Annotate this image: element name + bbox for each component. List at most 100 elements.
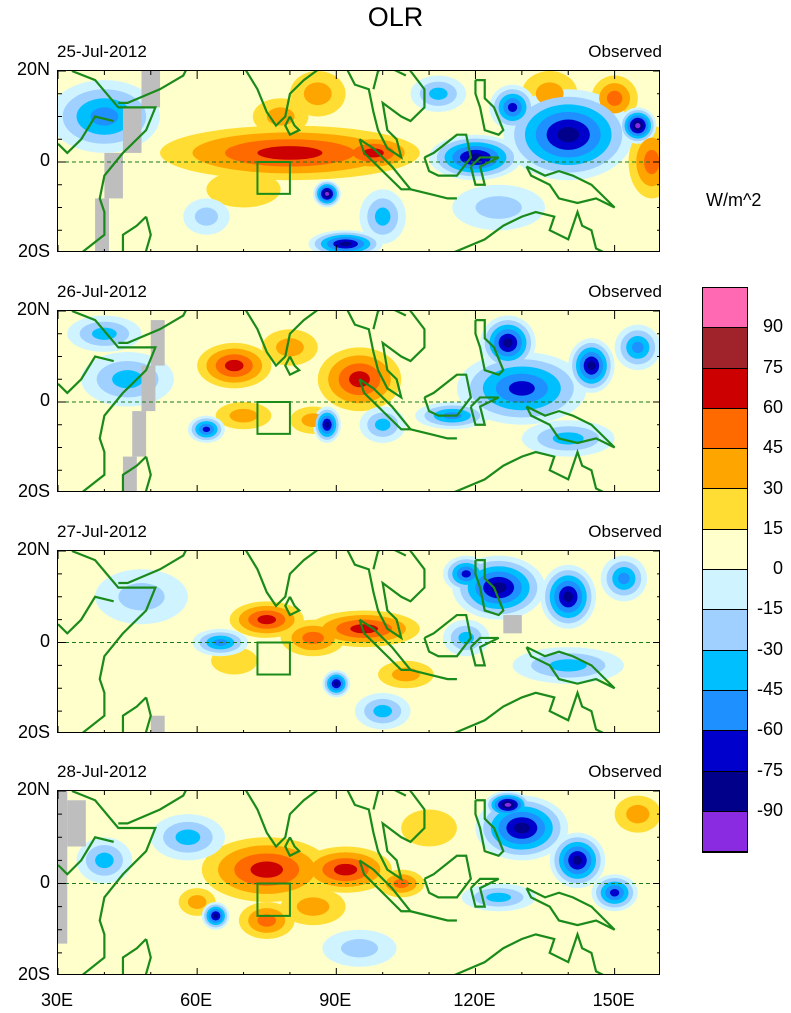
coastline <box>469 636 500 667</box>
colorbar-level-label: -15 <box>756 598 783 619</box>
contour-region <box>508 381 535 396</box>
coastline <box>525 887 616 931</box>
coastline <box>118 551 187 585</box>
coastline <box>474 799 505 858</box>
coastline <box>245 551 426 641</box>
contour-region <box>587 361 596 371</box>
missing-data <box>132 411 147 457</box>
contour-region <box>549 659 587 672</box>
x-tick-label: 60E <box>180 990 213 1010</box>
colorbar-swatch <box>703 368 747 409</box>
missing-data <box>58 791 68 944</box>
coastline <box>525 165 616 209</box>
colorbar-swatch <box>703 610 747 651</box>
contour-region <box>333 681 339 686</box>
olr-map-panel <box>57 310 660 492</box>
missing-data <box>104 152 123 199</box>
panel-date: 27-Jul-2012 <box>57 522 147 541</box>
missing-data <box>141 71 161 108</box>
y-tick-label: 20N <box>16 299 50 319</box>
contour-region <box>618 572 630 585</box>
coastline <box>284 596 302 617</box>
contour-region <box>118 583 165 611</box>
coastline <box>474 559 505 617</box>
contour-region <box>296 897 330 916</box>
contour-region <box>486 892 512 902</box>
contour-region <box>563 591 573 603</box>
coastline <box>410 668 457 681</box>
contour-region <box>95 852 114 869</box>
olr-map-panel <box>57 790 660 975</box>
coastline <box>284 836 302 858</box>
coastline <box>423 613 473 658</box>
coastline <box>121 215 152 251</box>
colorbar-level-label: 0 <box>772 558 783 579</box>
contour-region <box>324 421 330 428</box>
coastline <box>372 551 407 570</box>
contour-region <box>635 123 641 129</box>
colorbar-level-label: 90 <box>762 316 783 337</box>
contour-region <box>339 241 352 247</box>
colorbar-level-label: 30 <box>762 477 783 498</box>
missing-data <box>67 800 86 847</box>
contour-region <box>552 432 584 445</box>
coastline <box>469 877 500 908</box>
olr-map-panel <box>57 70 660 252</box>
contour-region <box>257 146 323 160</box>
contour-region <box>224 359 244 372</box>
coastline <box>358 378 413 431</box>
coastline <box>284 116 302 137</box>
contour-region <box>632 341 644 354</box>
colorbar-level-label: 60 <box>762 396 783 417</box>
coastline <box>118 311 187 344</box>
contour-region <box>373 705 392 718</box>
colorbar-swatch <box>703 288 747 329</box>
index-box <box>256 161 291 195</box>
x-tick-label: 120E <box>453 990 496 1010</box>
panel-source-label: Observed <box>588 42 662 61</box>
y-tick-label: 0 <box>39 630 50 651</box>
coastline <box>358 138 413 191</box>
index-box <box>256 401 291 435</box>
coastline <box>423 133 473 177</box>
y-tick-label: 20S <box>17 964 50 984</box>
y-tick-label: 20S <box>17 241 50 261</box>
coastline <box>410 910 457 922</box>
colorbar-units: W/m^2 <box>706 190 762 210</box>
coastline <box>58 595 114 635</box>
colorbar-level-label: -30 <box>756 638 783 659</box>
coastline <box>372 311 407 330</box>
panel-source-label: Observed <box>588 762 662 781</box>
panel-date: 26-Jul-2012 <box>57 282 147 301</box>
coastline <box>245 71 426 160</box>
missing-data <box>150 715 165 732</box>
contour-region <box>507 102 518 112</box>
contour-region <box>276 338 304 357</box>
panel-date: 28-Jul-2012 <box>57 762 147 781</box>
contour-region <box>229 408 258 423</box>
coastline <box>71 791 158 974</box>
y-tick-label: 20N <box>16 539 50 559</box>
missing-data <box>95 198 110 251</box>
contour-region <box>333 863 358 876</box>
colorbar-swatch <box>703 529 747 571</box>
colorbar-swatch <box>703 690 747 732</box>
coastline <box>358 618 413 672</box>
contour-region <box>557 127 580 143</box>
coastline <box>284 356 302 377</box>
coastline <box>358 859 413 913</box>
contour-region <box>626 804 650 824</box>
contour-region <box>257 615 277 625</box>
coastline <box>410 188 457 200</box>
plot-title: OLR <box>367 2 424 32</box>
index-box <box>256 641 291 676</box>
contour-region <box>504 802 512 807</box>
coastline <box>372 791 407 810</box>
coastline <box>525 646 616 690</box>
coastline <box>474 79 505 136</box>
coastline <box>121 696 152 732</box>
contour-region <box>643 149 659 175</box>
contour-region <box>340 939 379 958</box>
missing-data <box>141 365 156 412</box>
y-tick-label: 20S <box>17 481 50 501</box>
